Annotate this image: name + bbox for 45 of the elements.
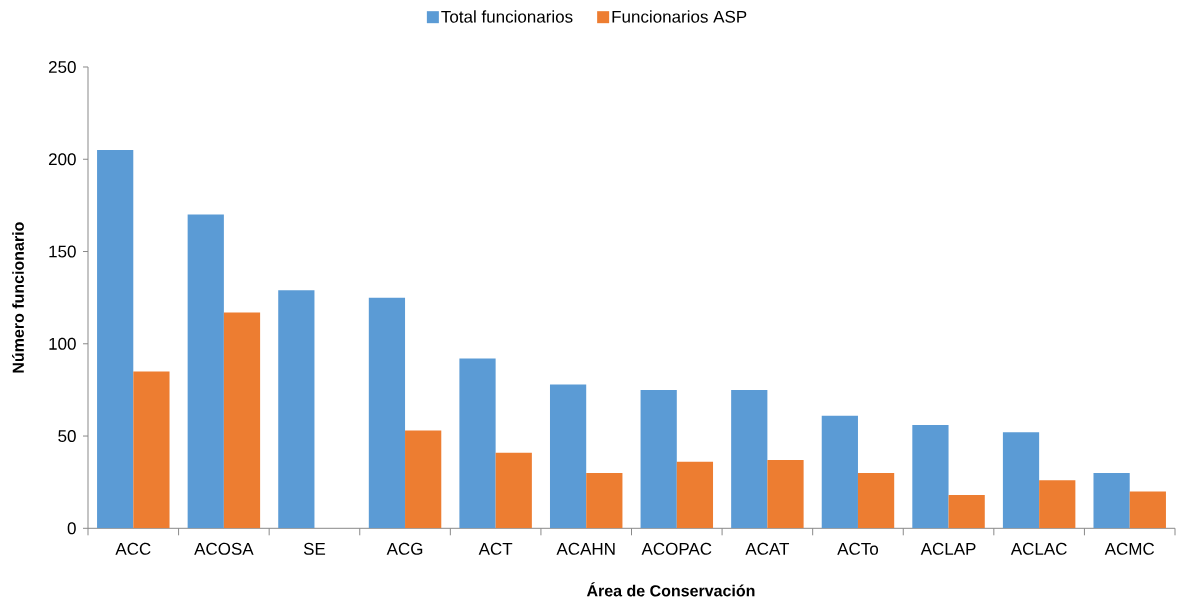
- x-axis-title: Área de Conservación: [586, 582, 755, 597]
- bar: [731, 389, 768, 529]
- y-axis-title: Número funcionario: [12, 222, 24, 373]
- x-tick-label: ACT: [478, 542, 513, 555]
- x-tick-label: ACAT: [745, 542, 790, 555]
- y-tick-label: 250: [48, 60, 76, 74]
- bar: [1039, 480, 1076, 529]
- x-tick-label: ACLAC: [1010, 542, 1067, 555]
- y-tick-label: 100: [49, 337, 76, 350]
- bar: [495, 452, 532, 529]
- bar: [857, 472, 895, 529]
- bar: [767, 460, 804, 529]
- bar: [187, 214, 224, 529]
- x-tick-label: ACOPAC: [641, 542, 712, 555]
- bar: [133, 371, 170, 529]
- bar: [912, 424, 949, 529]
- bar: [1002, 432, 1040, 529]
- y-tick-label: 0: [67, 522, 76, 535]
- bar: [676, 461, 714, 529]
- x-tick-label: ACG: [386, 542, 423, 555]
- bar: [97, 150, 134, 529]
- x-tick-label: ACLAP: [920, 542, 976, 555]
- x-tick-label: ACC: [115, 542, 151, 555]
- bar: [278, 290, 315, 529]
- legend-label: Funcionarios ASP: [612, 10, 747, 23]
- bar: [948, 495, 985, 529]
- bar: [549, 384, 587, 529]
- bar: [368, 297, 406, 529]
- x-tick-label: SE: [303, 542, 326, 555]
- bar: [1129, 491, 1166, 529]
- x-tick-label: ACMC: [1104, 542, 1155, 555]
- y-tick-label: 200: [48, 153, 76, 166]
- legend-label: Total funcionarios: [441, 10, 573, 23]
- x-tick-label: ACOSA: [194, 542, 254, 555]
- bar: [821, 415, 858, 529]
- x-tick-label: ACAHN: [556, 542, 615, 555]
- y-tick-label: 50: [58, 430, 76, 443]
- bar: [459, 358, 496, 529]
- bar: [640, 389, 677, 529]
- y-tick-label: 150: [49, 245, 76, 258]
- bar: [586, 472, 623, 529]
- bar: [223, 312, 261, 529]
- bar: [405, 430, 442, 529]
- bar: [1093, 472, 1130, 529]
- x-tick-label: ACTo: [837, 542, 879, 555]
